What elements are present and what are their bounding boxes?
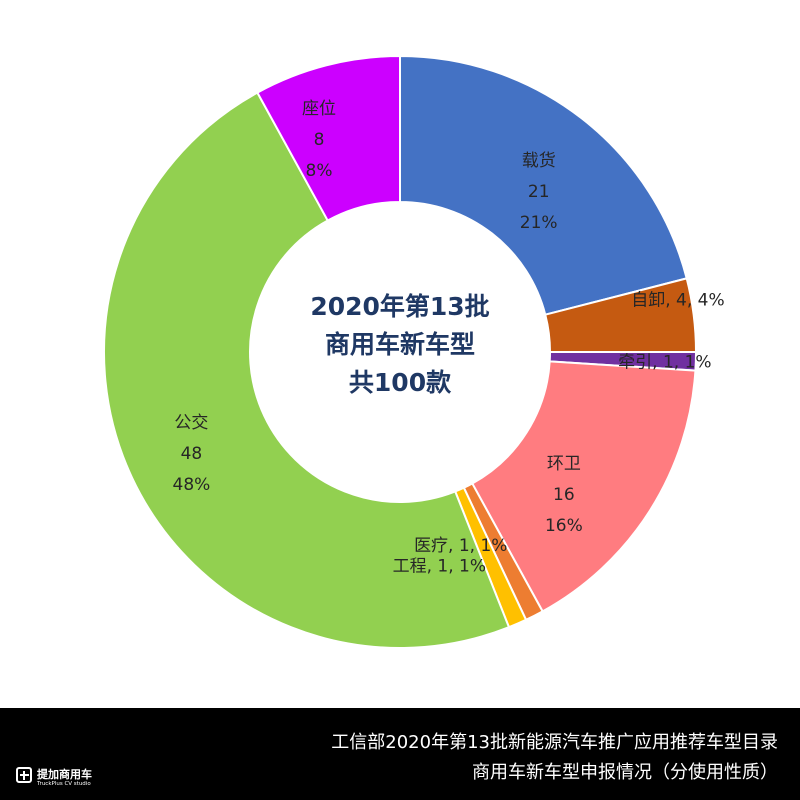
slice-座位 bbox=[256, 54, 401, 222]
truckplus-logo: 提加商用车 TruckPlus CV studio bbox=[16, 764, 108, 792]
center-title-line-1: 2020年第13批 bbox=[310, 292, 490, 321]
data-label-line: 座位 bbox=[302, 99, 336, 119]
data-label-line: 载货 bbox=[522, 151, 556, 171]
data-label-载货: 载货 21 21% bbox=[520, 151, 558, 233]
data-label-line: 21% bbox=[520, 213, 558, 233]
data-label-line: 21 bbox=[528, 182, 550, 202]
donut-chart-svg: 载货 21 21% 自卸, 4, 4% 牵引, 1, 1% 环卫 16 16% 医疗, 1, 1… bbox=[103, 54, 725, 649]
data-label-工程: 工程, 1, 1% bbox=[393, 556, 486, 576]
donut-chart: 载货 21 21% 自卸, 4, 4% 牵引, 1, 1% 环卫 16 16% 医疗, 1, 1… bbox=[103, 54, 725, 649]
slice-载货 bbox=[399, 54, 688, 316]
data-label-公交: 公交 48 48% bbox=[173, 413, 211, 495]
slice-环卫 bbox=[470, 360, 697, 613]
data-label-line: 8 bbox=[314, 130, 325, 150]
data-label-line: 16% bbox=[545, 516, 583, 536]
data-label-line: 公交 bbox=[174, 413, 208, 433]
slice-公交 bbox=[103, 91, 511, 649]
truckplus-logo-icon bbox=[16, 767, 32, 783]
chart-center-title: 2020年第13批 商用车新车型 共100款 bbox=[250, 288, 550, 402]
data-label-line: 48% bbox=[173, 475, 211, 495]
footer-bar: 提加商用车 TruckPlus CV studio 工信部2020年第13批新能… bbox=[0, 708, 800, 800]
data-label-医疗: 医疗, 1, 1% bbox=[414, 536, 507, 556]
footer-caption-line-1: 工信部2020年第13批新能源汽车推广应用推荐车型目录 bbox=[331, 732, 778, 753]
data-label-line: 16 bbox=[553, 485, 575, 505]
center-title-line-3: 共100款 bbox=[348, 368, 452, 397]
data-label-自卸: 自卸, 4, 4% bbox=[631, 290, 724, 310]
data-label-line: 48 bbox=[181, 444, 203, 464]
logo-subtitle: TruckPlus CV studio bbox=[37, 781, 91, 787]
data-label-line: 环卫 bbox=[547, 454, 581, 474]
data-label-座位: 座位 8 8% bbox=[302, 99, 336, 181]
footer-caption-line-2: 商用车新车型申报情况（分使用性质） bbox=[472, 762, 778, 783]
data-label-环卫: 环卫 16 16% bbox=[545, 454, 583, 536]
logo-name: 提加商用车 bbox=[37, 768, 92, 781]
data-label-牵引: 牵引, 1, 1% bbox=[618, 353, 711, 373]
data-label-line: 8% bbox=[306, 161, 333, 181]
center-title-line-2: 商用车新车型 bbox=[324, 330, 475, 359]
